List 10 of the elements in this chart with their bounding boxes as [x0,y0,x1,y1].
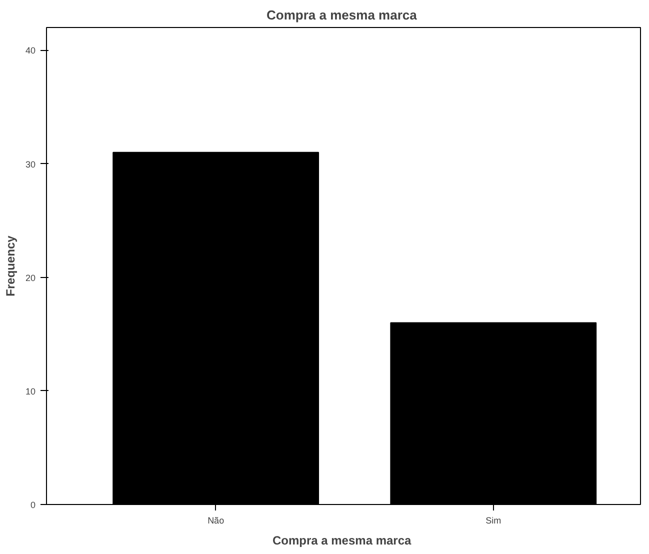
y-tick-label: 30 [25,159,36,170]
x-tick-label: Sim [486,516,502,526]
x-tick-label: Não [208,516,224,526]
x-axis-title: Compra a mesma marca [272,534,412,548]
y-tick-label: 40 [25,46,36,56]
y-tick-label: 20 [25,272,36,283]
y-axis-title: Frequency [3,235,18,296]
y-tick-label: 0 [30,500,36,510]
chart-title: Compra a mesma marca [266,8,418,22]
y-tick-label: 10 [25,386,36,396]
